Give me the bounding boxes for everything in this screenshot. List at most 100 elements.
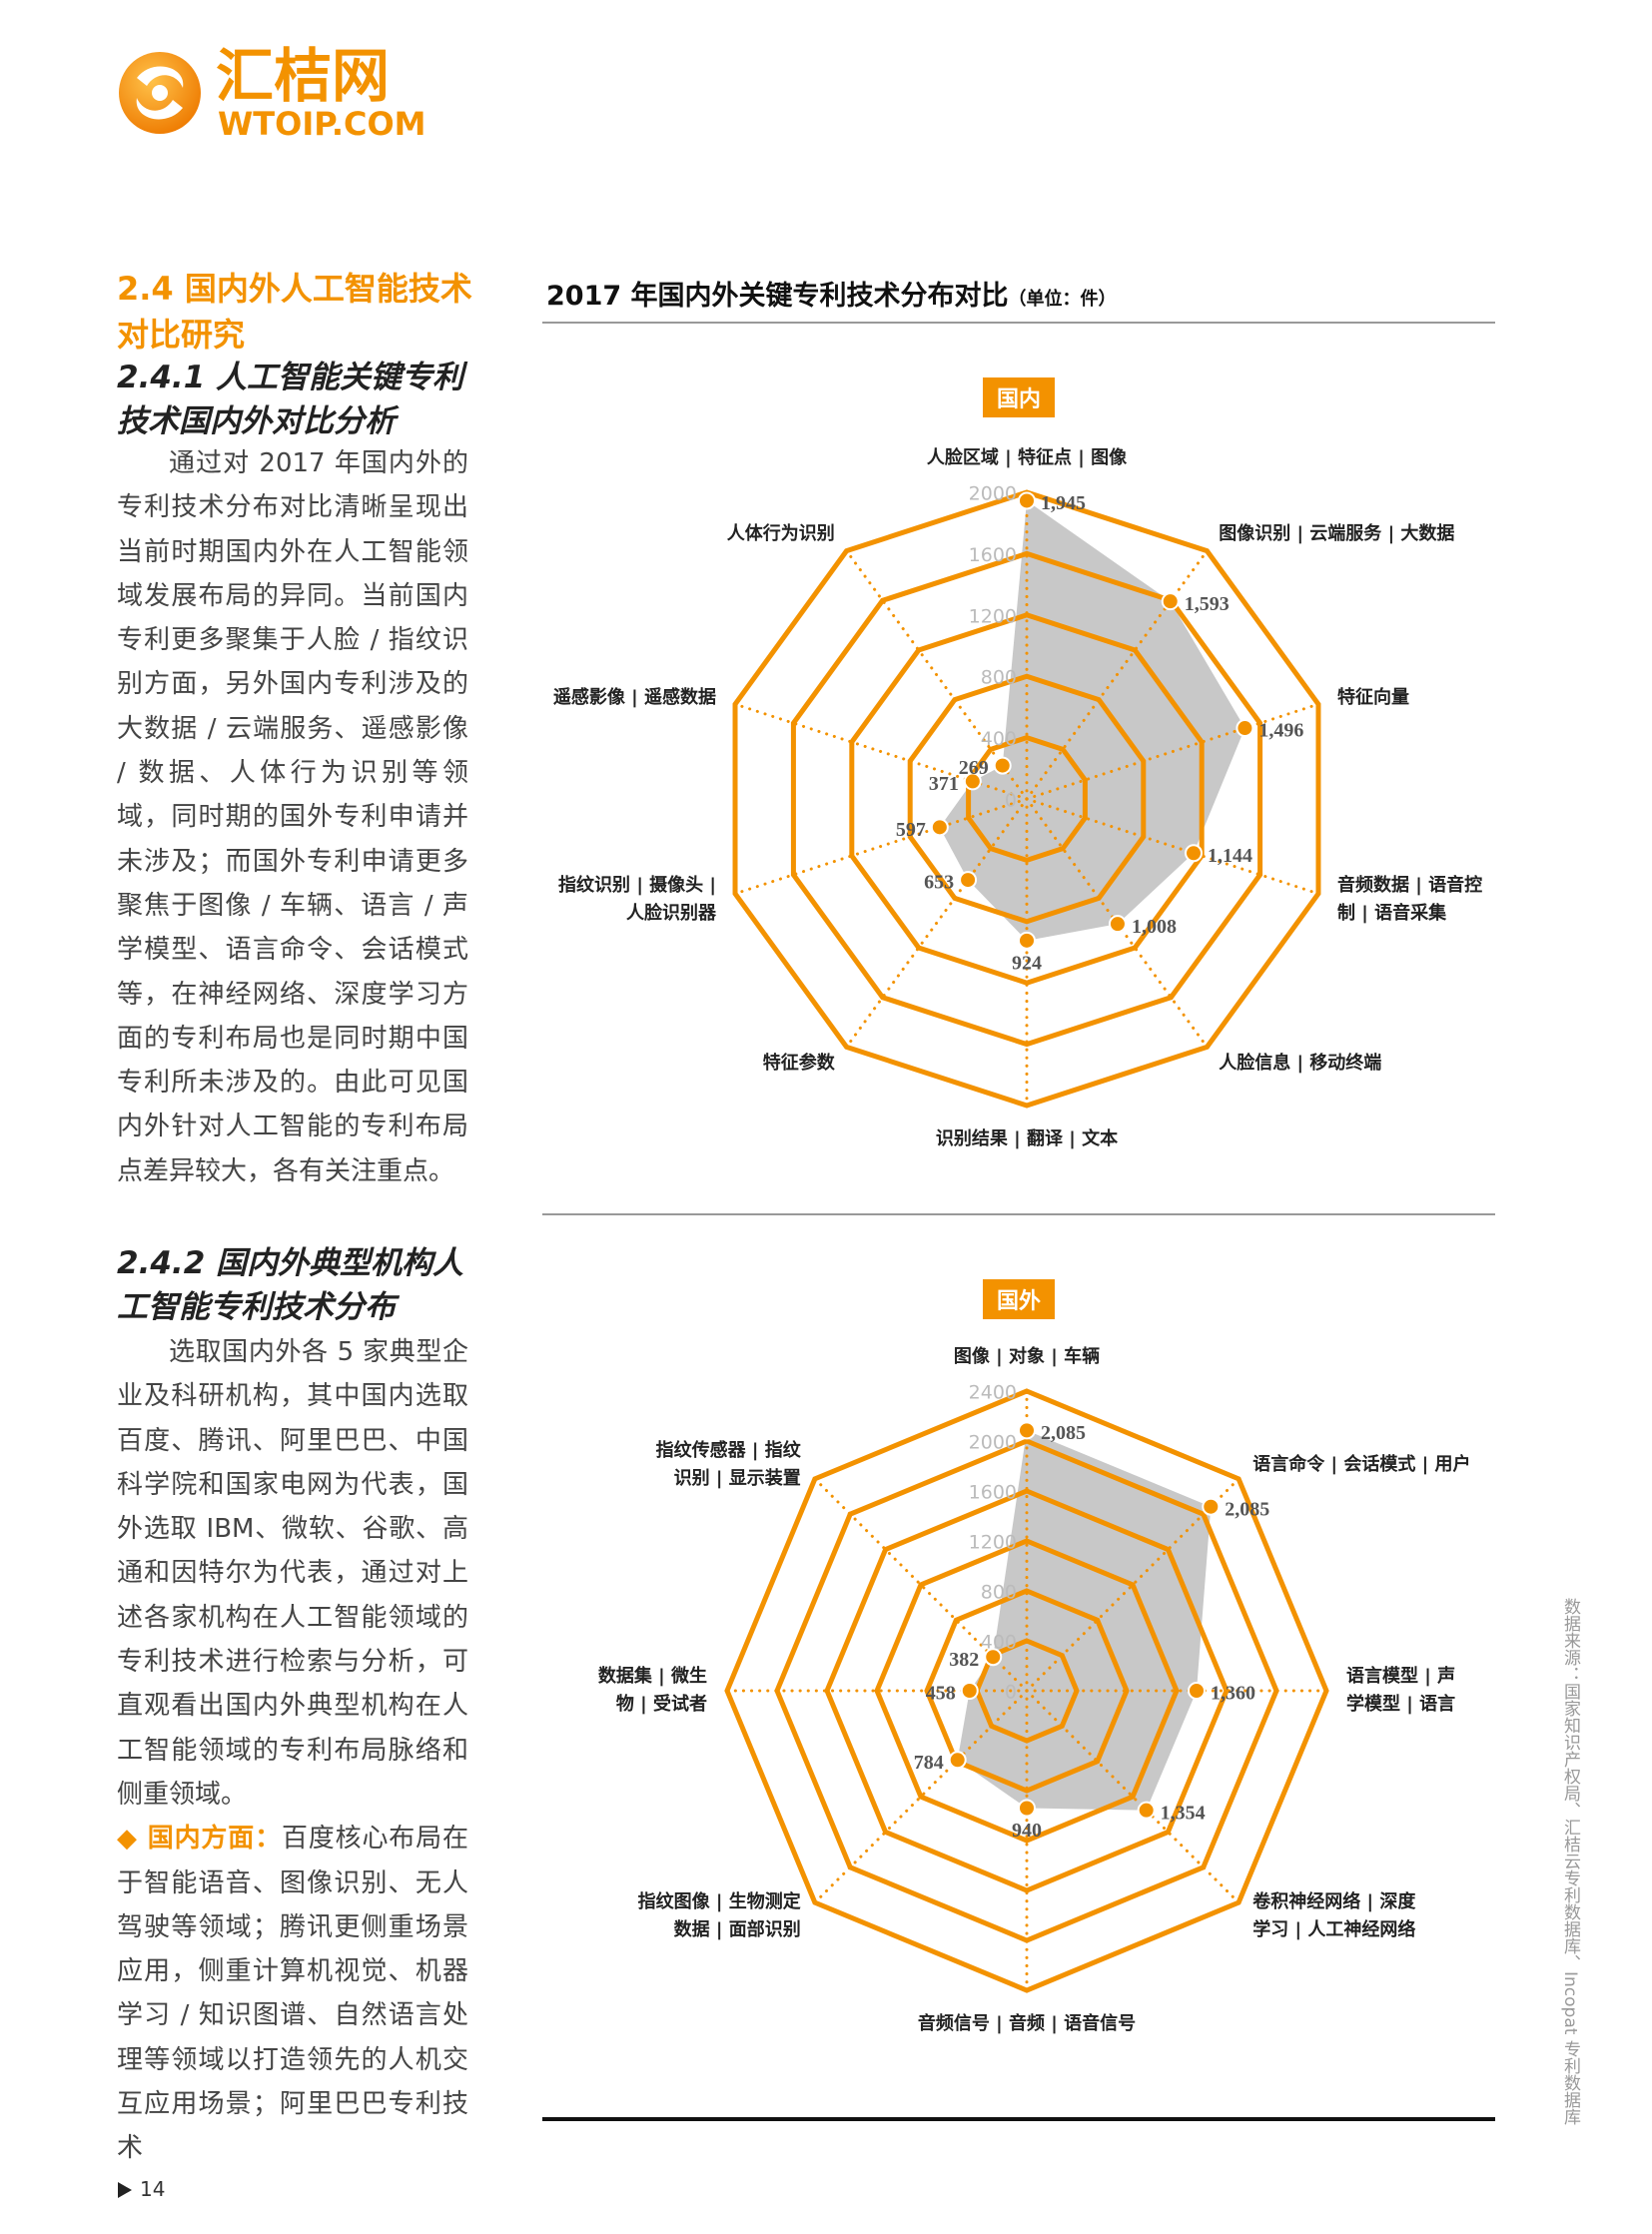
axis-spoke bbox=[733, 797, 1029, 896]
data-area bbox=[939, 500, 1245, 941]
value-label: 458 bbox=[926, 1683, 956, 1705]
data-point bbox=[1161, 592, 1180, 611]
grid-ring bbox=[824, 1488, 1230, 1893]
tick-label: 800 bbox=[981, 1582, 1017, 1604]
paragraph-text: 通过对 2017 年国内外的专利技术分布对比清晰呈现出当前时期国内外在人工智能领… bbox=[117, 448, 468, 1186]
tick-label: 2400 bbox=[969, 1382, 1017, 1404]
figure-unit: （单位：件） bbox=[1008, 289, 1117, 310]
value-label: 597 bbox=[896, 819, 926, 841]
logo-icon bbox=[119, 52, 201, 134]
subsection-heading: 2.4.2 国内外典型机构人工智能专利技术分布 bbox=[117, 1245, 464, 1325]
data-point bbox=[1108, 915, 1127, 934]
subsection-heading: 2.4.1 人工智能关键专利技术国内外对比分析 bbox=[117, 360, 464, 439]
data-point bbox=[1018, 1421, 1036, 1440]
data-point bbox=[948, 1751, 967, 1770]
axis-label: 人脸信息 | 移动终端 bbox=[1219, 1052, 1382, 1074]
data-point bbox=[1018, 1799, 1036, 1818]
tick-label: 400 bbox=[981, 1632, 1017, 1654]
data-point bbox=[1185, 844, 1204, 863]
tick-label: 2000 bbox=[969, 483, 1017, 505]
page-arrow bbox=[118, 2182, 132, 2198]
bullet-text: 百度核心布局在于智能语音、图像识别、无人驾驶等领域；腾讯更侧重场景应用，侧重计算… bbox=[117, 1824, 468, 2164]
axis-label: 特征参数 bbox=[762, 1052, 835, 1074]
axis-label: 人脸区域 | 特征点 | 图像 bbox=[926, 447, 1128, 468]
data-point bbox=[1188, 1682, 1206, 1700]
page-number: 14 bbox=[140, 2177, 166, 2201]
value-label: 382 bbox=[949, 1649, 979, 1671]
value-label: 653 bbox=[924, 872, 954, 894]
data-point bbox=[959, 871, 978, 890]
value-label: 924 bbox=[1012, 952, 1042, 974]
tick-label: 400 bbox=[981, 728, 1017, 750]
data-point bbox=[1018, 931, 1036, 950]
figure-title: 2017 年国内外关键专利技术分布对比 bbox=[546, 281, 1009, 312]
tick-label: 1600 bbox=[969, 544, 1017, 566]
axis-label: 指纹图像 | 生物测定数据 | 面部识别 bbox=[637, 1891, 801, 1941]
axis-spoke bbox=[733, 702, 1029, 801]
axis-label: 图像 | 对象 | 车辆 bbox=[953, 1346, 1101, 1367]
bullet: ◆ 国内方面：百度核心布局在于智能语音、图像识别、无人驾驶等领域；腾讯更侧重场景… bbox=[117, 1817, 468, 2170]
grid-ring bbox=[849, 612, 1205, 986]
axis-spoke bbox=[1025, 549, 1209, 801]
axis-label: 音频信号 | 音频 | 语音信号 bbox=[917, 2013, 1137, 2034]
grid-ring bbox=[924, 1588, 1130, 1794]
grid-ring bbox=[974, 1638, 1080, 1744]
data-point bbox=[993, 756, 1012, 775]
data-point bbox=[960, 1682, 979, 1700]
axis-label: 音频数据 | 语音控制 | 语音采集 bbox=[1336, 875, 1483, 925]
value-label: 1,593 bbox=[1185, 593, 1230, 615]
grid-ring bbox=[790, 550, 1263, 1048]
value-label: 1,360 bbox=[1211, 1683, 1255, 1705]
data-point bbox=[963, 772, 982, 791]
logo-domain: WTOIP.COM bbox=[218, 105, 426, 143]
tick-label: 800 bbox=[981, 667, 1017, 689]
data-point bbox=[1018, 491, 1036, 510]
axis-spoke bbox=[845, 797, 1029, 1049]
value-label: 2,085 bbox=[1041, 1422, 1086, 1444]
figure-title-row: 2017 年国内外关键专利技术分布对比（单位：件） bbox=[546, 274, 1117, 313]
section-heading: 2.4 国内外人工智能技术对比研究 bbox=[117, 270, 472, 354]
grid-ring bbox=[966, 734, 1088, 864]
value-label: 269 bbox=[959, 757, 989, 779]
value-label: 371 bbox=[929, 773, 959, 795]
tick-label: 1200 bbox=[969, 1532, 1017, 1554]
value-label: 1,144 bbox=[1208, 845, 1252, 867]
data-area bbox=[957, 1430, 1212, 1811]
tick-label: 2000 bbox=[969, 1432, 1017, 1454]
grid-ring bbox=[774, 1438, 1279, 1943]
axis-label: 语言模型 | 声学模型 | 语言 bbox=[1346, 1666, 1456, 1715]
axis-label: 语言命令 | 会话模式 | 用户 bbox=[1252, 1453, 1471, 1475]
axis-label: 指纹识别 | 摄像头 | 人脸识别器 bbox=[558, 875, 716, 925]
value-label: 1,496 bbox=[1258, 720, 1303, 742]
divider bbox=[542, 2117, 1495, 2121]
axis-label: 指纹传感器 | 指纹识别 | 显示装置 bbox=[655, 1439, 801, 1489]
axis-label: 识别结果 | 翻译 | 文本 bbox=[935, 1128, 1119, 1149]
grid-ring bbox=[732, 489, 1321, 1109]
value-label: 940 bbox=[1012, 1820, 1042, 1842]
chart-badge: 国外 bbox=[982, 1279, 1056, 1319]
tick-label: 0 bbox=[1005, 790, 1017, 812]
logo-name: 汇桔网 bbox=[216, 42, 391, 110]
chart-badge: 国内 bbox=[982, 377, 1056, 417]
axis-label: 图像识别 | 云端服务 | 大数据 bbox=[1219, 523, 1455, 545]
value-label: 1,945 bbox=[1041, 492, 1086, 514]
paragraph: 选取国内外各 5 家典型企业及科研机构，其中国内选取百度、腾讯、阿里巴巴、中国科… bbox=[117, 1330, 468, 2171]
value-label: 1,008 bbox=[1132, 916, 1177, 938]
divider bbox=[542, 322, 1495, 324]
data-point bbox=[1137, 1801, 1156, 1820]
value-label: 2,085 bbox=[1225, 1498, 1269, 1520]
axis-spoke bbox=[1025, 797, 1320, 896]
divider bbox=[542, 1213, 1495, 1215]
axis-spoke bbox=[1025, 702, 1320, 801]
value-label: 1,354 bbox=[1161, 1802, 1206, 1824]
value-label: 784 bbox=[914, 1752, 944, 1774]
axis-label: 遥感影像 | 遥感数据 bbox=[552, 686, 716, 708]
data-point bbox=[930, 818, 949, 837]
grid-ring bbox=[874, 1538, 1180, 1844]
axis-label: 卷积神经网络 | 深度学习 | 人工神经网络 bbox=[1252, 1891, 1416, 1941]
paragraph-text: 选取国内外各 5 家典型企业及科研机构，其中国内选取百度、腾讯、阿里巴巴、中国科… bbox=[117, 1337, 468, 1810]
tick-label: 1200 bbox=[969, 605, 1017, 627]
